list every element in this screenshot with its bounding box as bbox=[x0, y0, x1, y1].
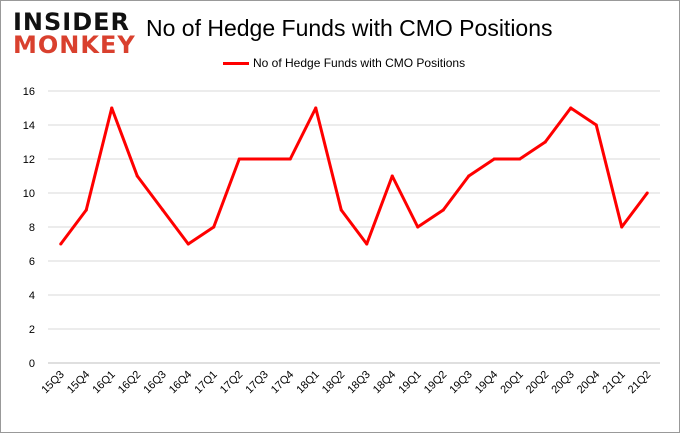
x-tick-label: 18Q1 bbox=[294, 369, 322, 397]
data-point bbox=[365, 242, 369, 246]
data-point bbox=[110, 106, 114, 110]
data-point bbox=[314, 106, 318, 110]
x-tick-label: 18Q4 bbox=[371, 369, 399, 397]
x-tick-label: 20Q4 bbox=[575, 369, 603, 397]
y-tick-label: 12 bbox=[23, 154, 35, 166]
data-point bbox=[390, 174, 394, 178]
x-tick-label: 15Q3 bbox=[39, 369, 67, 397]
logo-line2: MONKEY bbox=[13, 31, 136, 59]
y-tick-label: 4 bbox=[29, 290, 35, 302]
data-point bbox=[645, 191, 649, 195]
data-point bbox=[288, 157, 292, 161]
x-tick-label: 16Q1 bbox=[90, 369, 118, 397]
x-tick-label: 18Q2 bbox=[320, 369, 348, 397]
x-tick-label: 17Q4 bbox=[269, 369, 297, 397]
logo-line1: INSIDER bbox=[13, 8, 131, 36]
data-point bbox=[518, 157, 522, 161]
x-tick-label: 20Q1 bbox=[498, 369, 526, 397]
y-tick-label: 16 bbox=[23, 86, 35, 98]
x-tick-label: 16Q4 bbox=[167, 369, 195, 397]
data-point bbox=[594, 123, 598, 127]
x-tick-label: 20Q2 bbox=[524, 369, 552, 397]
insider-monkey-logo: INSIDER MONKEY bbox=[13, 8, 136, 59]
data-point bbox=[135, 174, 139, 178]
x-tick-label: 21Q1 bbox=[600, 369, 628, 397]
x-tick-label: 17Q1 bbox=[192, 369, 220, 397]
data-point bbox=[543, 140, 547, 144]
data-point bbox=[620, 225, 624, 229]
data-point bbox=[237, 157, 241, 161]
x-tick-label: 18Q3 bbox=[345, 369, 373, 397]
y-tick-label: 6 bbox=[29, 256, 35, 268]
data-point bbox=[186, 242, 190, 246]
series-line bbox=[59, 106, 649, 246]
data-point bbox=[84, 208, 88, 212]
y-tick-label: 14 bbox=[23, 120, 35, 132]
x-tick-label: 21Q2 bbox=[626, 369, 654, 397]
legend-label: No of Hedge Funds with CMO Positions bbox=[253, 56, 466, 70]
data-point bbox=[569, 106, 573, 110]
x-tick-label: 16Q3 bbox=[141, 369, 169, 397]
x-tick-label: 20Q3 bbox=[549, 369, 577, 397]
data-point bbox=[441, 208, 445, 212]
data-point bbox=[416, 225, 420, 229]
data-point bbox=[212, 225, 216, 229]
data-point bbox=[59, 242, 63, 246]
y-tick-label: 10 bbox=[23, 188, 35, 200]
x-tick-label: 19Q2 bbox=[422, 369, 450, 397]
x-tick-label: 17Q3 bbox=[243, 369, 271, 397]
x-tick-label: 16Q2 bbox=[116, 369, 144, 397]
y-tick-label: 2 bbox=[29, 324, 35, 336]
data-point bbox=[492, 157, 496, 161]
x-tick-label: 17Q2 bbox=[218, 369, 246, 397]
data-point bbox=[161, 208, 165, 212]
legend-swatch bbox=[223, 61, 249, 65]
data-point bbox=[339, 208, 343, 212]
x-tick-label: 19Q4 bbox=[473, 369, 501, 397]
data-point bbox=[263, 157, 267, 161]
legend: No of Hedge Funds with CMO Positions bbox=[223, 56, 465, 70]
x-tick-label: 15Q4 bbox=[65, 369, 93, 397]
data-point bbox=[467, 174, 471, 178]
x-tick-label: 19Q3 bbox=[447, 369, 475, 397]
chart-title: No of Hedge Funds with CMO Positions bbox=[146, 15, 553, 41]
y-tick-label: 8 bbox=[29, 222, 35, 234]
x-tick-label: 19Q1 bbox=[396, 369, 424, 397]
y-tick-label: 0 bbox=[29, 358, 35, 370]
